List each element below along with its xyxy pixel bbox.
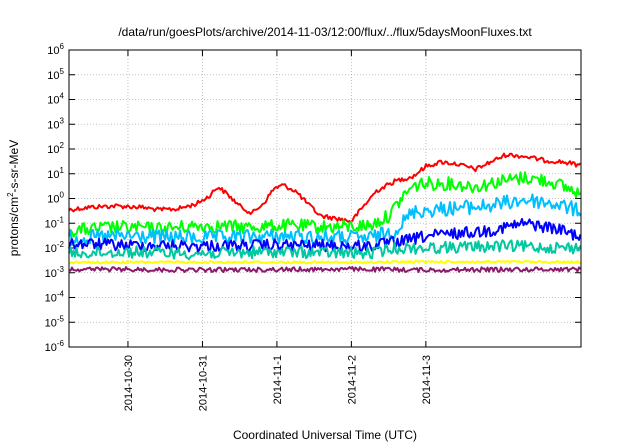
x-tick-label: 2014-10-31 (197, 355, 209, 411)
x-tick-label: 2014-10-30 (123, 355, 135, 411)
y-axis-label: protons/cm2-s-sr-MeV (6, 140, 21, 256)
series-line-3 (68, 193, 582, 246)
y-tick-label: 106 (47, 42, 64, 57)
series-line-1 (68, 152, 582, 224)
x-axis-label: Coordinated Universal Time (UTC) (233, 428, 417, 442)
y-axis: 10-6 10-5 10-4 10-3 10-2 10-1 100 101 102 103 104 1… (45, 42, 581, 354)
y-tick-label: 105 (47, 67, 64, 82)
x-tick-label: 2014-11-2 (346, 355, 358, 404)
y-tick-label: 10-3 (45, 265, 65, 280)
x-tick-label: 2014-11-1 (272, 355, 284, 404)
x-tick-label: 2014-11-3 (421, 355, 433, 404)
y-tick-label: 102 (47, 141, 64, 156)
series-line-5 (68, 239, 582, 261)
x-axis: 2014-10-30 2014-10-31 2014-11-1 2014-11-2 20… (123, 50, 433, 411)
y-tick-label: 10-1 (45, 215, 65, 230)
y-tick-label: 104 (47, 92, 64, 107)
series-line-6 (68, 259, 581, 265)
series-line-7 (68, 266, 582, 273)
y-tick-label: 10-5 (45, 314, 65, 329)
y-tick-label: 101 (47, 166, 64, 181)
y-tick-label: 10-4 (45, 290, 65, 305)
y-tick-label: 10-6 (45, 339, 65, 354)
y-tick-label: 10-2 (45, 240, 65, 255)
y-tick-label: 100 (47, 191, 64, 206)
y-tick-label: 103 (47, 116, 64, 131)
chart-title: /data/run/goesPlots/archive/2014-11-03/1… (118, 25, 532, 39)
series-group (68, 152, 582, 273)
plot-frame (68, 49, 582, 348)
